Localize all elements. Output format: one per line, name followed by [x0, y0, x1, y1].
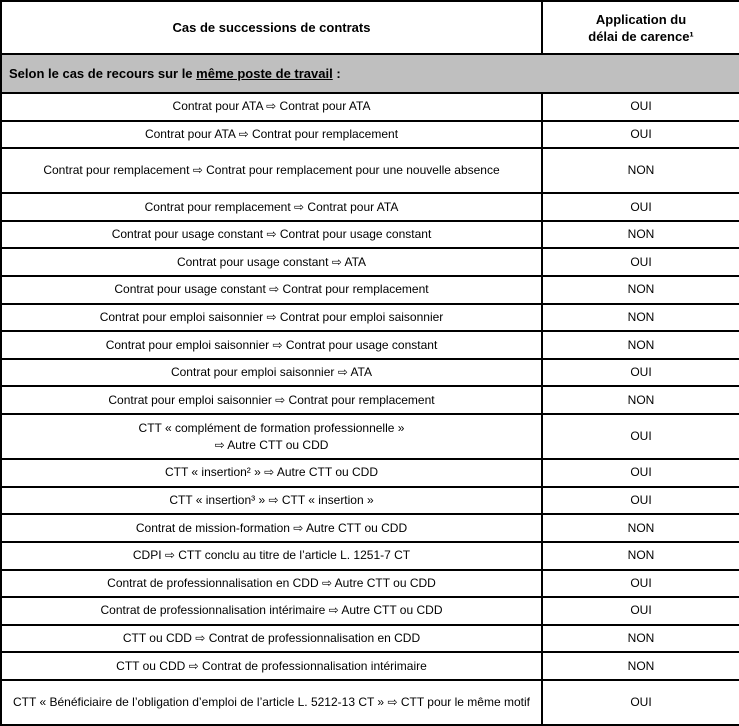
- table-row: Contrat pour usage constant ⇨ Contrat po…: [0, 275, 739, 305]
- value-cell: NON: [541, 651, 739, 681]
- case-cell: Contrat pour remplacement ⇨ Contrat pour…: [0, 147, 543, 195]
- case-cell: Contrat pour emploi saisonnier ⇨ Contrat…: [0, 330, 543, 360]
- case-cell: Contrat pour usage constant ⇨ Contrat po…: [0, 275, 543, 305]
- value-cell: OUI: [541, 413, 739, 461]
- value-cell: OUI: [541, 192, 739, 222]
- case-cell: CTT « complément de formation profession…: [0, 413, 543, 461]
- case-cell: CTT « insertion³ » ⇨ CTT « insertion »: [0, 485, 543, 516]
- case-cell: CDPI ⇨ CTT conclu au titre de l’article …: [0, 540, 543, 571]
- value-cell: NON: [541, 147, 739, 195]
- table-row: Contrat de professionnalisation intérima…: [0, 596, 739, 626]
- value-cell: NON: [541, 219, 739, 250]
- header-application-column: Application du délai de carence¹: [541, 0, 739, 56]
- table-row: CTT « insertion² » ⇨ Autre CTT ou CDD OU…: [0, 458, 739, 488]
- section-title-prefix: Selon le cas de recours sur le: [9, 66, 197, 82]
- value-cell: OUI: [541, 678, 739, 726]
- section-row: Selon le cas de recours sur le même post…: [0, 53, 739, 95]
- table-row: Contrat de professionnalisation en CDD ⇨…: [0, 568, 739, 599]
- case-cell: CTT « insertion² » ⇨ Autre CTT ou CDD: [0, 458, 543, 488]
- value-cell: OUI: [541, 247, 739, 278]
- table-header-row: Cas de successions de contrats Applicati…: [0, 0, 739, 56]
- case-cell: Contrat pour usage constant ⇨ Contrat po…: [0, 219, 543, 250]
- value-cell: NON: [541, 623, 739, 654]
- case-cell: Contrat pour emploi saisonnier ⇨ Contrat…: [0, 302, 543, 333]
- case-cell: CTT « Bénéficiaire de l’obligation d’emp…: [0, 678, 543, 726]
- value-cell: OUI: [541, 458, 739, 488]
- case-cell: Contrat pour emploi saisonnier ⇨ Contrat…: [0, 385, 543, 416]
- case-cell: Contrat pour emploi saisonnier ⇨ ATA: [0, 357, 543, 388]
- case-cell: Contrat de mission-formation ⇨ Autre CTT…: [0, 513, 543, 543]
- table-row: CTT ou CDD ⇨ Contrat de professionnalisa…: [0, 651, 739, 681]
- table-row: Contrat pour ATA ⇨ Contrat pour ATA OUI: [0, 92, 739, 122]
- table-row: Contrat pour emploi saisonnier ⇨ Contrat…: [0, 330, 739, 360]
- value-cell: NON: [541, 330, 739, 360]
- table-row: CTT « Bénéficiaire de l’obligation d’emp…: [0, 678, 739, 726]
- value-cell: NON: [541, 275, 739, 305]
- value-cell: OUI: [541, 357, 739, 388]
- table-row: CTT ou CDD ⇨ Contrat de professionnalisa…: [0, 623, 739, 654]
- section-title-suffix: :: [332, 66, 341, 82]
- case-cell: Contrat pour ATA ⇨ Contrat pour ATA: [0, 92, 543, 122]
- table-row: CDPI ⇨ CTT conclu au titre de l’article …: [0, 540, 739, 571]
- value-cell: OUI: [541, 119, 739, 150]
- case-cell: Contrat pour usage constant ⇨ ATA: [0, 247, 543, 278]
- table-row: CTT « complément de formation profession…: [0, 413, 739, 461]
- table-row: Contrat pour usage constant ⇨ Contrat po…: [0, 219, 739, 250]
- case-cell: CTT ou CDD ⇨ Contrat de professionnalisa…: [0, 623, 543, 654]
- header-case-column: Cas de successions de contrats: [0, 0, 543, 56]
- case-cell: Contrat pour ATA ⇨ Contrat pour remplace…: [0, 119, 543, 150]
- section-title: Selon le cas de recours sur le même post…: [0, 53, 739, 95]
- value-cell: NON: [541, 540, 739, 571]
- table-row: Contrat de mission-formation ⇨ Autre CTT…: [0, 513, 739, 543]
- value-cell: NON: [541, 302, 739, 333]
- value-cell: OUI: [541, 485, 739, 516]
- table-row: Contrat pour emploi saisonnier ⇨ ATA OUI: [0, 357, 739, 388]
- table-row: Contrat pour remplacement ⇨ Contrat pour…: [0, 192, 739, 222]
- value-cell: OUI: [541, 596, 739, 626]
- value-cell: NON: [541, 385, 739, 416]
- table-row: Contrat pour emploi saisonnier ⇨ Contrat…: [0, 302, 739, 333]
- table-row: Contrat pour ATA ⇨ Contrat pour remplace…: [0, 119, 739, 150]
- table-row: CTT « insertion³ » ⇨ CTT « insertion » O…: [0, 485, 739, 516]
- value-cell: OUI: [541, 92, 739, 122]
- case-cell: Contrat pour remplacement ⇨ Contrat pour…: [0, 192, 543, 222]
- section-title-underlined: même poste de travail: [196, 66, 333, 82]
- table-row: Contrat pour emploi saisonnier ⇨ Contrat…: [0, 385, 739, 416]
- case-cell: Contrat de professionnalisation intérima…: [0, 596, 543, 626]
- case-cell: CTT ou CDD ⇨ Contrat de professionnalisa…: [0, 651, 543, 681]
- value-cell: OUI: [541, 568, 739, 599]
- value-cell: NON: [541, 513, 739, 543]
- table-row: Contrat pour usage constant ⇨ ATA OUI: [0, 247, 739, 278]
- table-row: Contrat pour remplacement ⇨ Contrat pour…: [0, 147, 739, 195]
- case-cell: Contrat de professionnalisation en CDD ⇨…: [0, 568, 543, 599]
